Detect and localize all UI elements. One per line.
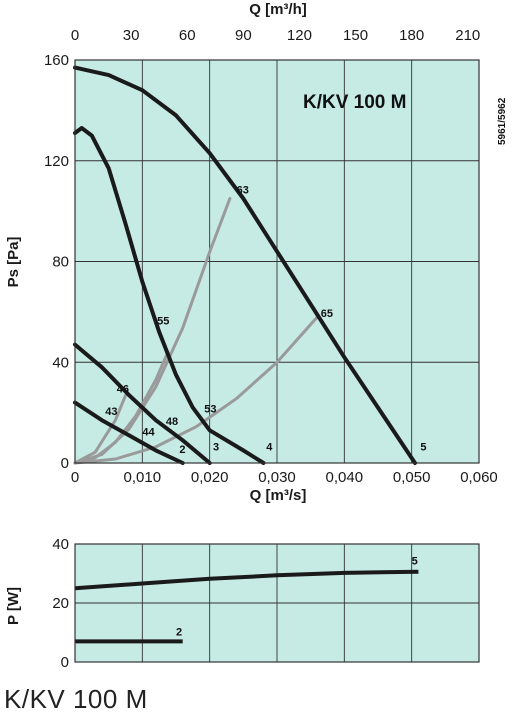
y-tick-label-1: 40 [52,354,69,371]
x2-tick-label-4: 120 [287,27,312,44]
y-tick-label-0: 0 [61,455,69,472]
x2-tick-label-1: 30 [123,27,140,44]
y-tick-label-4: 160 [44,52,69,69]
fan-curve-4 [73,126,266,465]
power-curve-5 [74,569,419,591]
x2-tick-label-3: 90 [235,27,252,44]
x-tick-label-1: 0,010 [124,469,162,486]
chart-title: K/KV 100 M [303,92,406,113]
bottom-axis-label: Q [m³/s] [250,487,307,504]
main-axis-ticks: 0 0,010 0,020 0,030 0,040 0,050 0,060040801201… [44,27,498,486]
x-tick-label-4: 0,040 [326,469,364,486]
top-axis-label: Q [m³/h] [249,1,307,18]
power-curve-label-2: 2 [176,626,182,638]
x-tick-label-5: 0,050 [393,469,431,486]
page-caption: K/KV 100 M [4,684,148,714]
curve-label-3: 3 [213,441,219,453]
power-y-tick-label-2: 40 [52,536,69,553]
curve-label-4: 4 [266,441,273,453]
x-tick-label-0: 0 [71,469,79,486]
chart-code: 5961/5962 [497,97,508,145]
y-axis-label: Ps [Pa] [5,237,22,288]
y-tick-label-2: 80 [52,254,69,271]
power-axis-ticks: 0 20 40 [52,536,69,671]
power-y-axis-label: P [W] [5,587,22,625]
curve-label-48: 48 [166,416,178,428]
fan-curves [73,65,417,465]
curve-label-43: 43 [105,406,117,418]
curve-label-65: 65 [321,308,333,320]
x2-tick-label-2: 60 [179,27,196,44]
power-curve-label-5: 5 [412,556,418,568]
system-curve-46 [73,394,127,465]
x-tick-label-2: 0,020 [191,469,229,486]
x2-tick-label-0: 0 [71,27,79,44]
fan-curve-2 [73,400,185,465]
x-tick-label-6: 0,060 [460,469,498,486]
x-tick-label-3: 0,030 [258,469,296,486]
power-y-tick-label-0: 0 [61,654,69,671]
curve-label-53: 53 [204,404,216,416]
curve-label-2: 2 [179,444,185,456]
y-tick-label-3: 120 [44,153,69,170]
curve-label-44: 44 [142,426,155,438]
system-curve-55 [73,350,170,465]
fan-curve-3 [73,342,212,465]
curve-label-5: 5 [420,441,426,453]
x2-tick-label-7: 210 [455,27,480,44]
x2-tick-label-6: 180 [399,27,424,44]
system-curve-65 [73,315,319,465]
system-curves [73,197,319,465]
fan-curve-5 [73,65,417,465]
x2-tick-label-5: 150 [343,27,368,44]
curve-label-63: 63 [237,184,249,196]
power-plot-frame [74,543,480,663]
power-y-tick-label-1: 20 [52,595,69,612]
power-curves [74,569,419,644]
curve-label-55: 55 [157,315,169,327]
curve-label-46: 46 [117,383,129,395]
power-curve-labels: 52 [176,556,418,639]
main-plot-frame [74,59,480,464]
